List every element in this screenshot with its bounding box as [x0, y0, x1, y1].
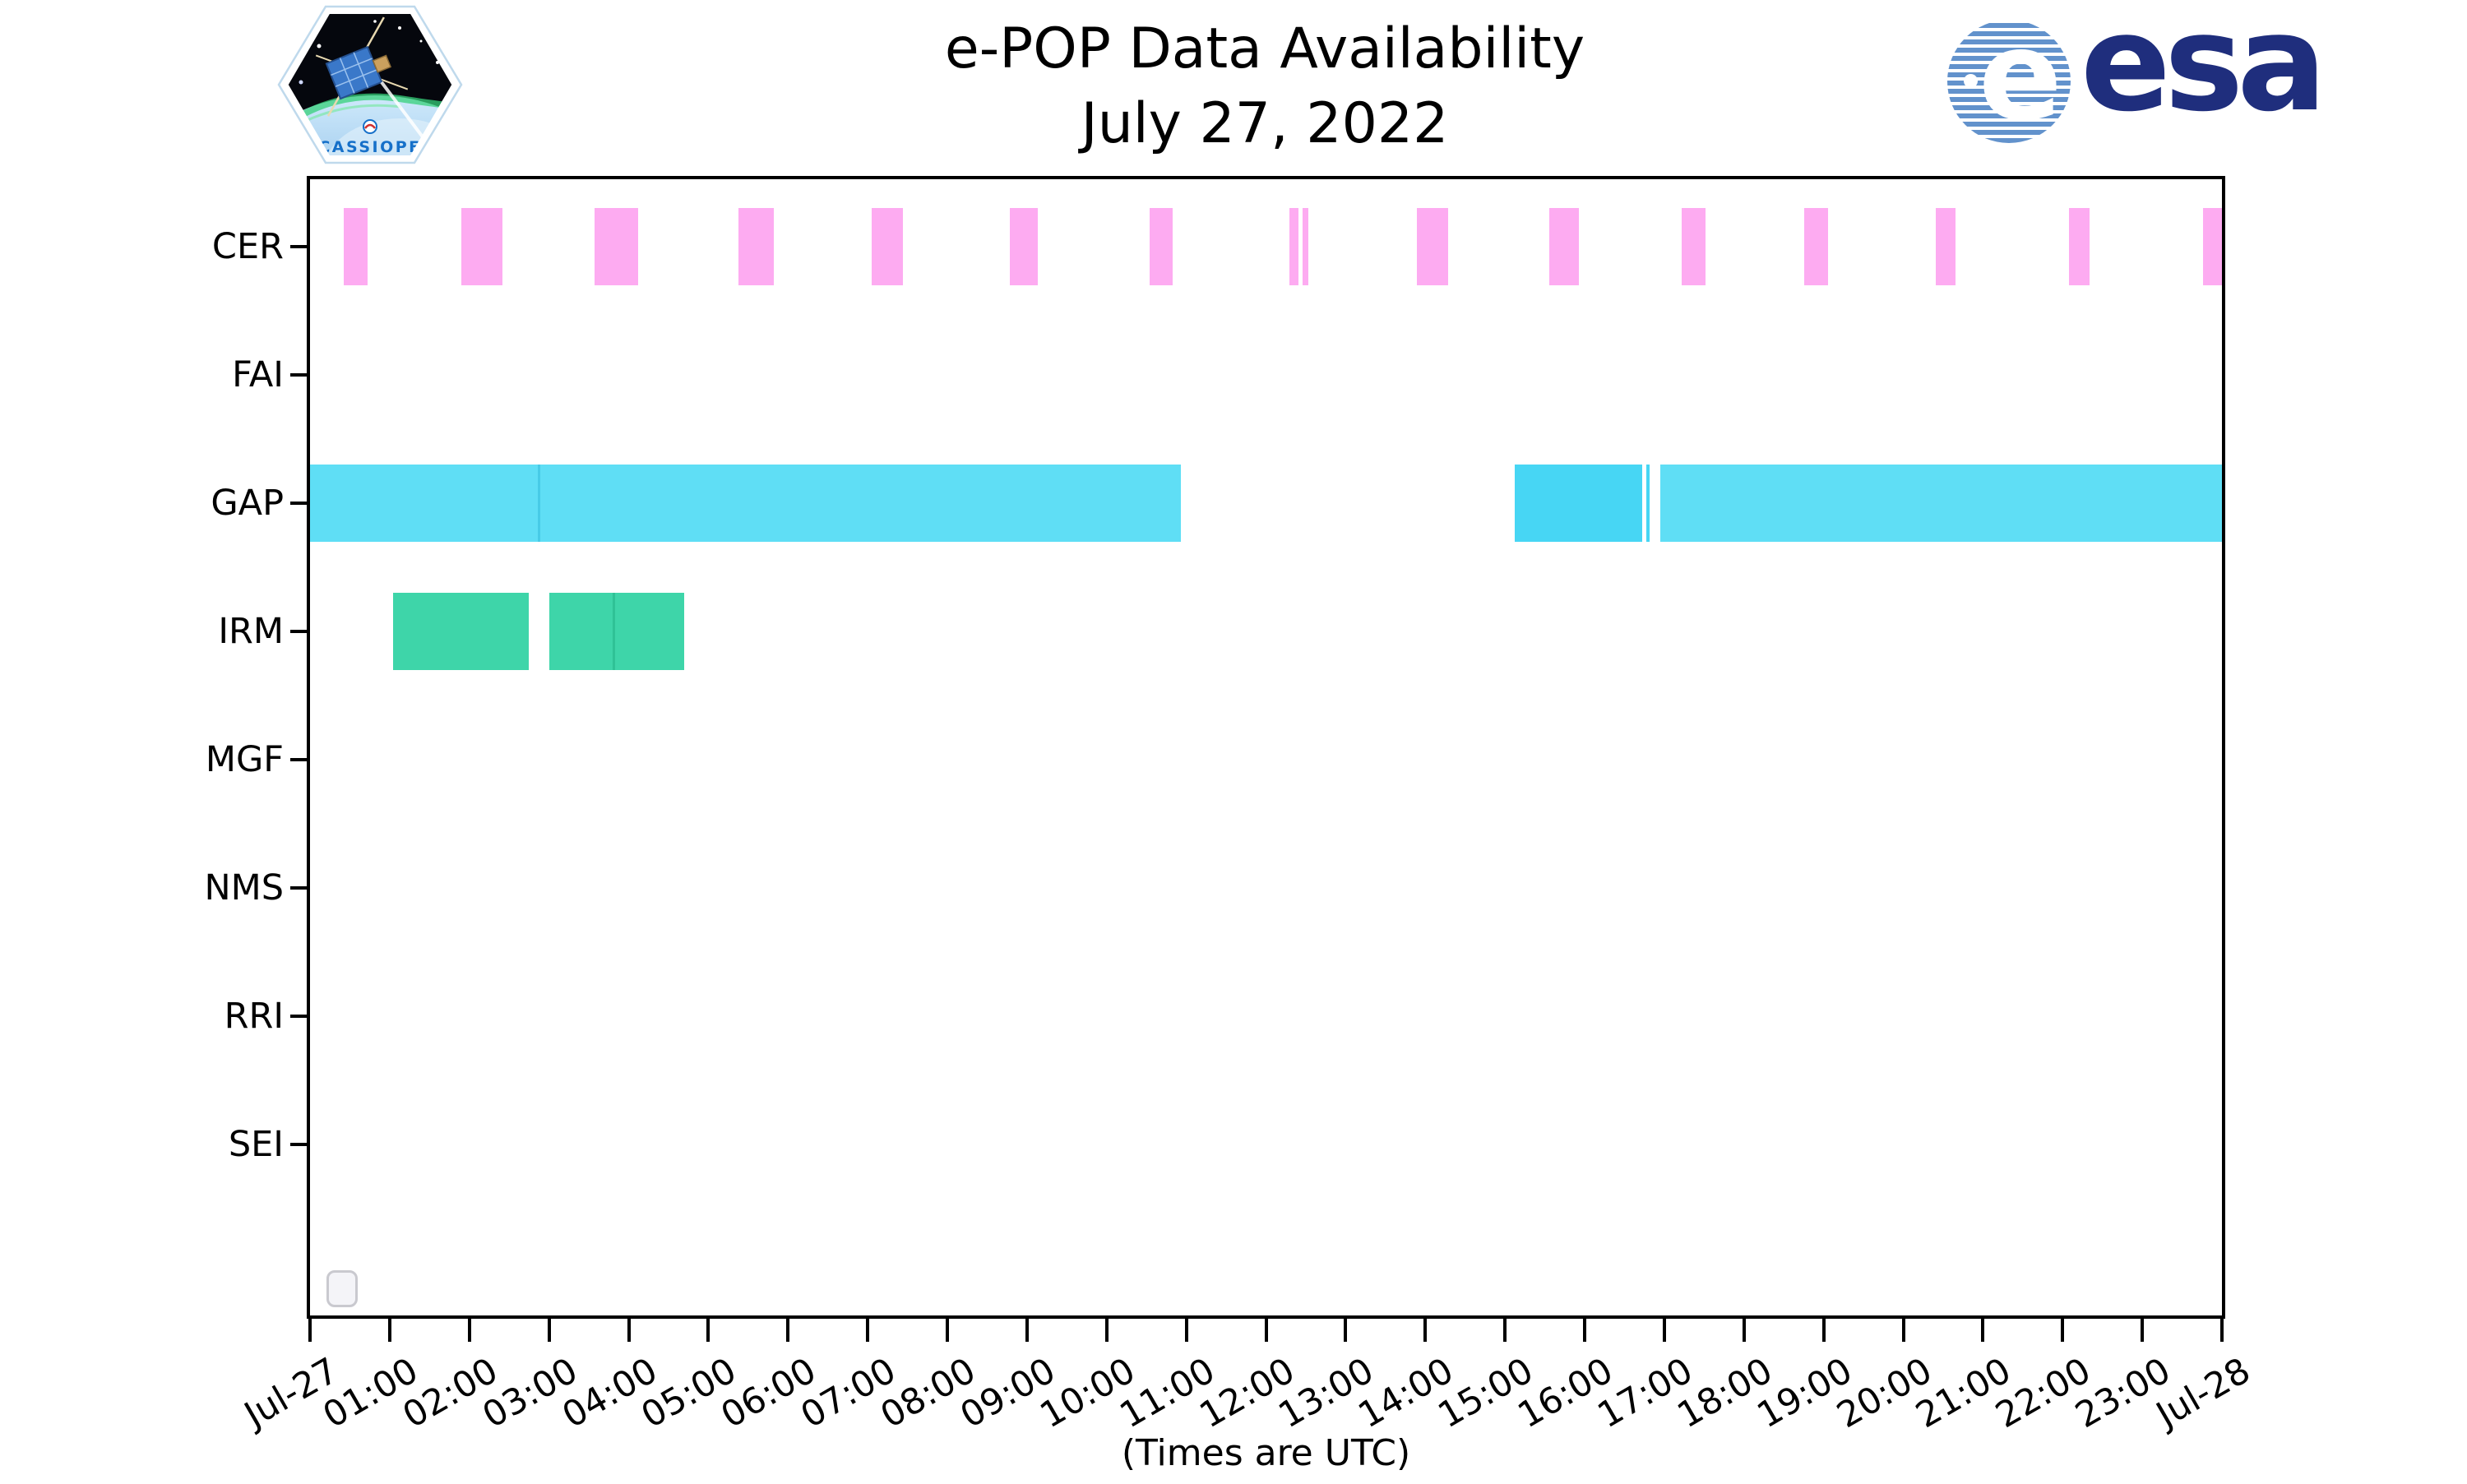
- legend-placeholder-box: [326, 1270, 358, 1307]
- x-tick-mark: [2141, 1319, 2145, 1342]
- availability-bar-cer: [1804, 208, 1829, 285]
- x-tick-mark: [1821, 1319, 1826, 1342]
- esa-logo: e esa: [1947, 0, 2327, 155]
- x-tick-mark: [1901, 1319, 1905, 1342]
- x-axis-caption: (Times are UTC): [1121, 1432, 1411, 1474]
- cassiope-patch-graphic: CASSIOPE: [277, 5, 463, 164]
- availability-bar-cer: [1303, 208, 1308, 285]
- x-tick-mark: [1503, 1319, 1507, 1342]
- x-tick-mark: [786, 1319, 790, 1342]
- x-tick-mark: [2061, 1319, 2065, 1342]
- chart-subtitle-date: July 27, 2022: [1081, 91, 1449, 157]
- availability-bar-cer: [738, 208, 774, 285]
- esa-wordmark: esa: [2081, 0, 2327, 141]
- availability-bar-cer: [1416, 208, 1449, 285]
- availability-bar-cer: [594, 208, 639, 285]
- patch-satellite: [315, 16, 409, 117]
- y-tick-mark: [290, 758, 307, 761]
- availability-bar-irm: [548, 593, 685, 670]
- y-tick-mark: [290, 886, 307, 890]
- bar-segment-seam: [612, 593, 615, 670]
- x-tick-mark: [1025, 1319, 1029, 1342]
- x-tick-mark: [1583, 1319, 1586, 1342]
- x-tick-mark: [1184, 1319, 1188, 1342]
- availability-bar-cer: [1150, 208, 1173, 285]
- patch-label: CASSIOPE: [318, 138, 421, 156]
- chart-title-block: e-POP Data Availability July 27, 2022: [304, 12, 2225, 161]
- y-axis-label-rri: RRI: [224, 996, 284, 1037]
- x-tick-mark: [1104, 1319, 1109, 1342]
- patch-csa-mark: [363, 119, 377, 134]
- availability-bar-cer: [1289, 208, 1299, 285]
- y-tick-mark: [290, 245, 307, 248]
- x-tick-mark: [1423, 1319, 1428, 1342]
- patch-outer-outline: [277, 5, 463, 164]
- y-axis-label-irm: IRM: [218, 611, 284, 652]
- esa-globe-icon: e: [1947, 20, 2071, 143]
- x-tick-mark: [387, 1319, 391, 1342]
- availability-bar-gap: [1660, 465, 2222, 542]
- y-axis-label-sei: SEI: [228, 1124, 284, 1165]
- availability-bar-cer: [461, 208, 503, 285]
- availability-bar-gap: [1514, 465, 1642, 542]
- y-tick-mark: [290, 630, 307, 633]
- y-tick-mark: [290, 1143, 307, 1146]
- chart-title: e-POP Data Availability: [944, 16, 1585, 81]
- x-tick-mark: [706, 1319, 710, 1342]
- x-tick-mark: [308, 1319, 312, 1342]
- availability-bar-gap: [310, 465, 1181, 542]
- plot-area: CER FAI GAP IRM MGF NMS RRI SEI Jul-27 01:00 02:00…: [204, 176, 2257, 1474]
- x-tick-mark: [866, 1319, 870, 1342]
- y-tick-mark: [290, 1015, 307, 1018]
- y-axis-label-nms: NMS: [204, 867, 284, 908]
- y-axis-label-cer: CER: [211, 226, 284, 267]
- availability-bar-cer: [1936, 208, 1956, 285]
- cassiope-mission-patch: CASSIOPE: [276, 3, 464, 169]
- patch-white-border: [279, 6, 461, 164]
- x-tick-mark: [1264, 1319, 1268, 1342]
- y-axis-label-gap: GAP: [211, 483, 284, 524]
- availability-bar-cer: [1009, 208, 1039, 285]
- x-tick-mark: [1344, 1319, 1348, 1342]
- availability-bar-irm: [392, 593, 530, 670]
- availability-bar-cer: [2069, 208, 2090, 285]
- availability-bar-cer: [1549, 208, 1580, 285]
- x-tick-mark: [946, 1319, 949, 1342]
- x-tick-mark: [627, 1319, 631, 1342]
- availability-bar-cer: [343, 208, 368, 285]
- x-tick-mark: [1981, 1319, 1985, 1342]
- y-tick-mark: [290, 502, 307, 505]
- y-tick-mark: [290, 373, 307, 377]
- availability-bar-cer: [1682, 208, 1706, 285]
- y-axis-label-mgf: MGF: [205, 739, 284, 780]
- esa-globe-dot-icon: [1964, 74, 1978, 88]
- x-tick-mark: [467, 1319, 471, 1342]
- bar-segment-seam: [537, 465, 540, 542]
- availability-bar-gap: [1645, 465, 1650, 542]
- esa-globe-e-glyph: e: [1979, 20, 2062, 143]
- y-axis-label-fai: FAI: [232, 354, 284, 395]
- x-tick-mark: [2220, 1319, 2224, 1342]
- availability-bar-cer: [871, 208, 903, 285]
- availability-bar-cer: [2202, 208, 2222, 285]
- x-tick-mark: [1742, 1319, 1746, 1342]
- patch-beam: [380, 81, 428, 143]
- x-tick-mark: [547, 1319, 551, 1342]
- x-tick-mark: [1662, 1319, 1666, 1342]
